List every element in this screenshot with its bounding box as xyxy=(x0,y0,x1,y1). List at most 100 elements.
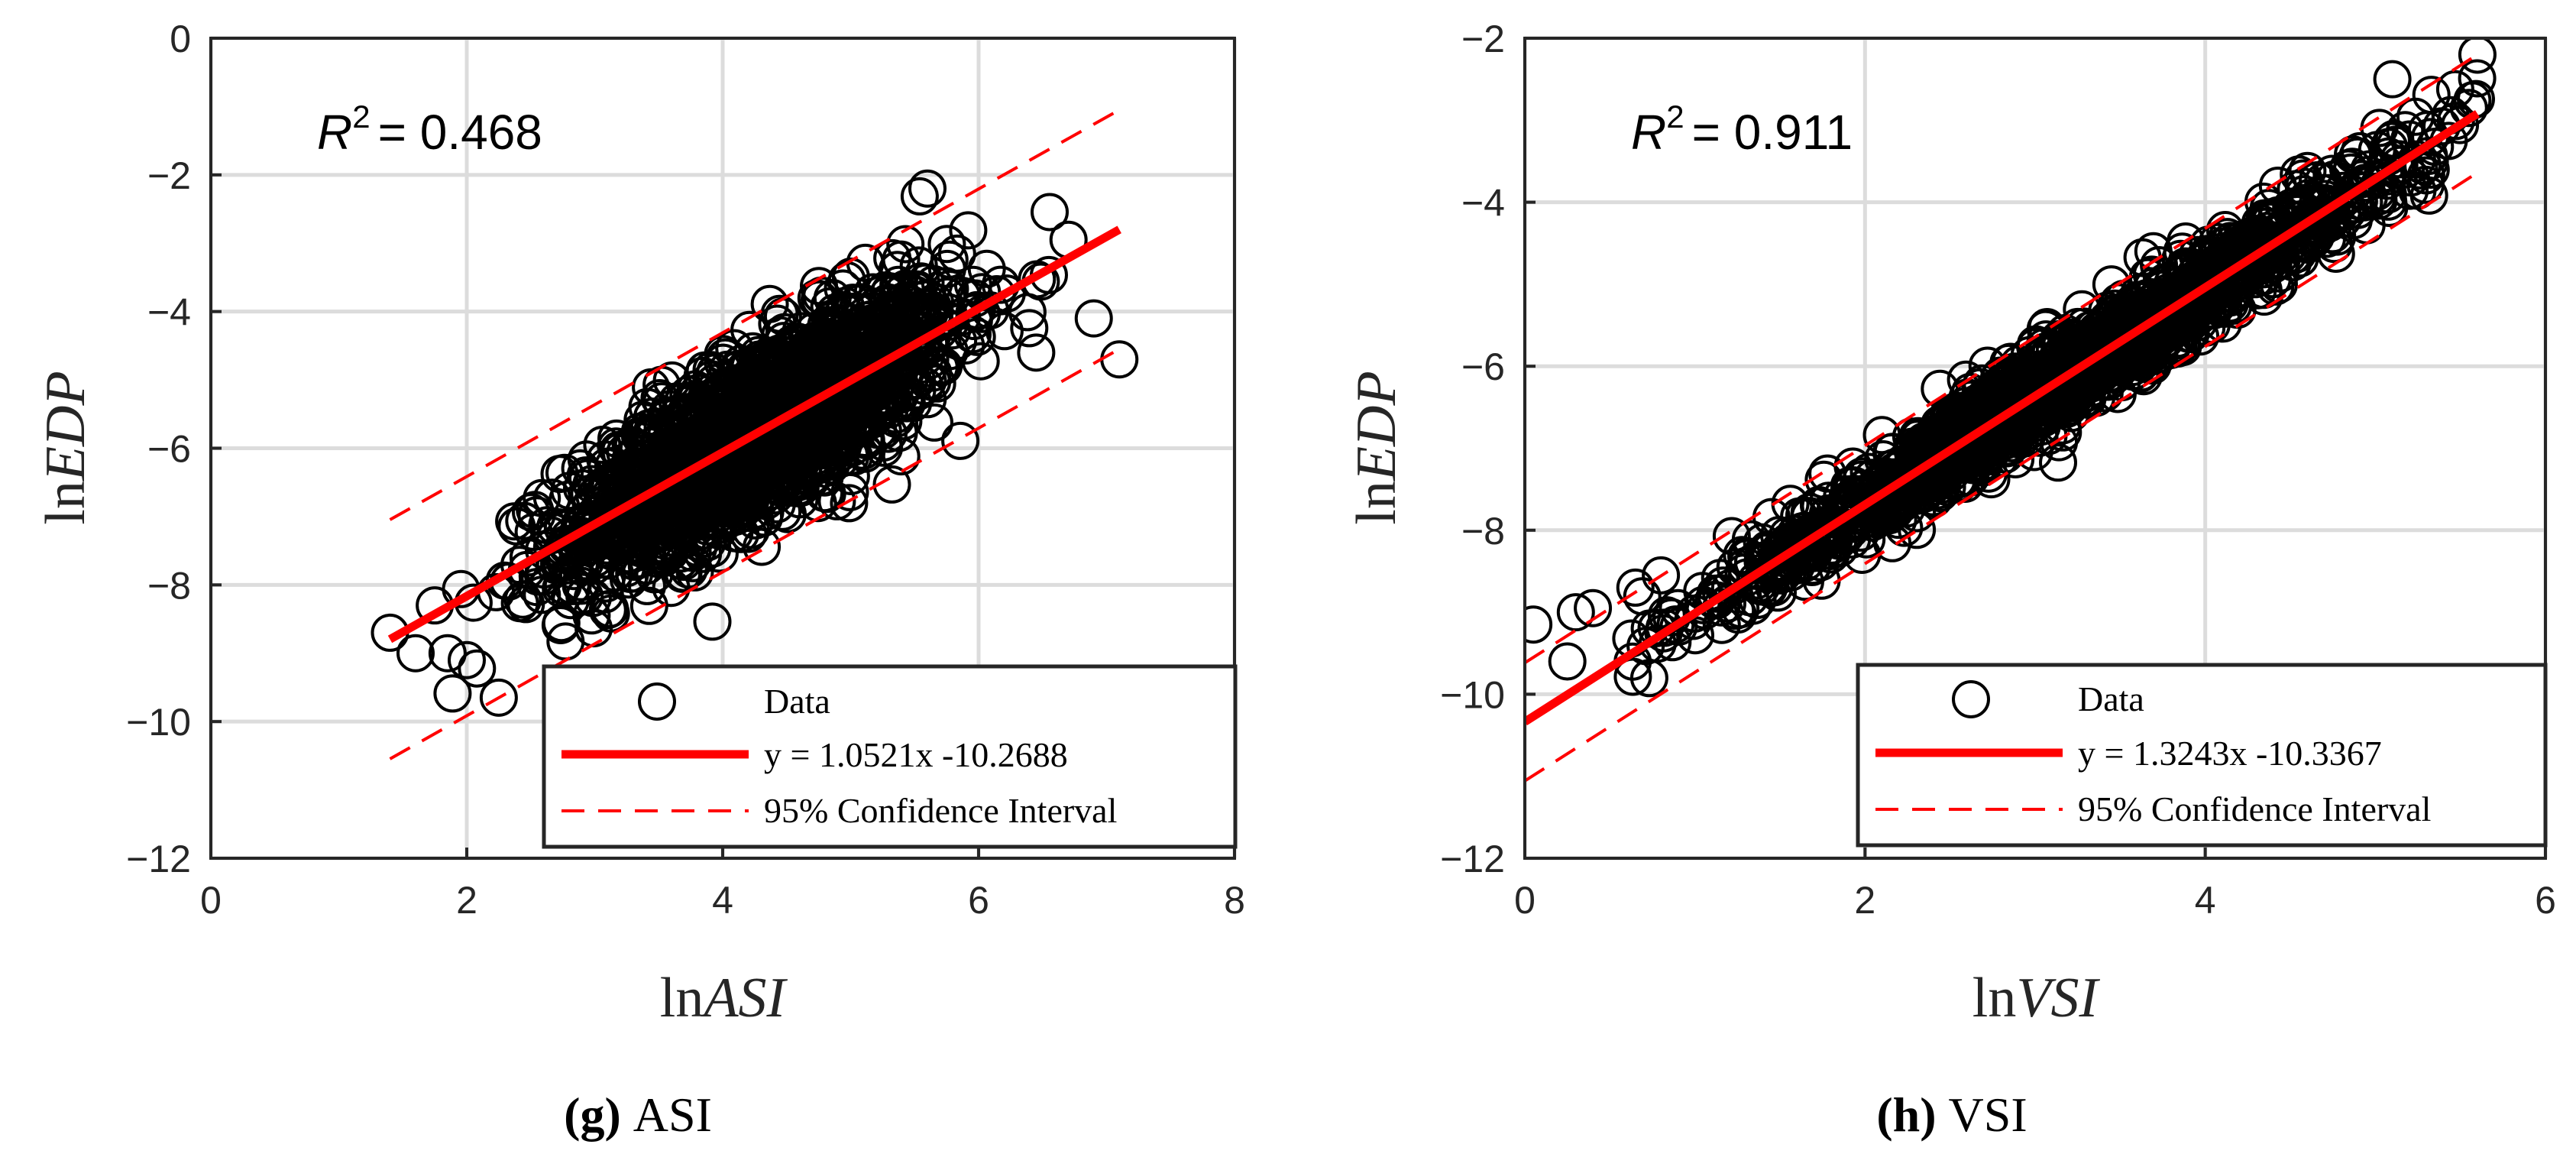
data-point xyxy=(1031,193,1069,232)
y-tick-label: −12 xyxy=(126,838,191,880)
data-point xyxy=(908,169,947,208)
data-point xyxy=(704,478,743,517)
data-point xyxy=(712,429,751,468)
data-point xyxy=(1853,484,1892,523)
chart-asi-xlabel: lnASI xyxy=(660,967,788,1029)
data-point xyxy=(523,478,561,517)
data-point xyxy=(615,554,654,593)
data-point xyxy=(1100,340,1139,379)
data-point xyxy=(568,459,607,498)
ci-lower-line xyxy=(389,348,1121,760)
data-point xyxy=(549,480,587,519)
legend-marker-data xyxy=(638,682,676,721)
data-point xyxy=(1931,406,1970,445)
data-point xyxy=(2449,89,2488,128)
y-tick-label: −4 xyxy=(147,291,191,334)
chart-vsi-xlabel: lnVSI xyxy=(1972,967,2101,1029)
x-tick-label: 4 xyxy=(712,879,733,922)
data-point xyxy=(1902,446,1941,485)
chart-asi: 0 2 4 6 8 −12 −10 −8 −6 −4 −2 0 R2 = 0.468 lnASI lnE… xyxy=(34,18,1245,1142)
x-tick-label: 0 xyxy=(200,879,222,922)
data-point xyxy=(1574,588,1613,627)
data-point xyxy=(2258,196,2297,235)
data-point xyxy=(2406,156,2445,195)
data-point xyxy=(552,581,591,620)
data-point xyxy=(448,640,486,679)
data-point xyxy=(693,529,732,568)
y-tick-label: −10 xyxy=(126,701,191,744)
data-point xyxy=(817,481,856,520)
data-point xyxy=(900,177,939,216)
regression-line xyxy=(1525,110,2480,726)
data-point xyxy=(610,560,648,599)
data-point xyxy=(861,389,900,428)
data-point xyxy=(517,496,556,535)
chart-vsi: 0 2 4 6 −12 −10 −8 −6 −4 −2 R2 = 0.911 lnVSI lnEDP… xyxy=(1345,18,2556,1142)
data-point xyxy=(573,579,612,618)
chart-vsi-plot-frame xyxy=(1523,37,2547,860)
y-tick-label: −2 xyxy=(1461,18,1505,60)
chart-vsi-caption: (h) VSI xyxy=(1876,1088,2027,1142)
data-point xyxy=(1017,333,1056,372)
x-tick-label: 2 xyxy=(456,879,477,922)
data-point xyxy=(820,439,859,478)
data-point xyxy=(877,384,916,423)
data-point xyxy=(2024,342,2063,381)
data-point xyxy=(882,437,921,476)
x-tick-label: 8 xyxy=(1224,879,1245,922)
data-point xyxy=(2338,137,2377,176)
data-point xyxy=(2280,155,2319,194)
data-point xyxy=(665,507,704,546)
data-point xyxy=(1980,439,2019,478)
data-point xyxy=(524,557,563,596)
legend-label-ci: 95% Confidence Interval xyxy=(764,791,1117,830)
data-point xyxy=(2115,336,2154,375)
data-point xyxy=(532,528,571,567)
data-point xyxy=(949,211,988,250)
data-point xyxy=(947,326,985,365)
data-point xyxy=(2021,397,2060,436)
data-point xyxy=(479,678,518,717)
y-tick-label: −8 xyxy=(147,564,191,607)
chart-asi-lines xyxy=(387,109,1121,760)
data-point xyxy=(1556,593,1595,632)
y-tick-label: −6 xyxy=(147,428,191,471)
data-point xyxy=(433,674,472,713)
data-point xyxy=(2358,131,2396,170)
data-point xyxy=(750,284,789,323)
data-point xyxy=(872,465,911,504)
x-tick-label: 4 xyxy=(2195,879,2216,922)
data-point xyxy=(1755,568,1794,607)
data-point xyxy=(852,300,891,339)
data-point xyxy=(911,340,950,379)
data-point xyxy=(768,352,807,391)
data-point xyxy=(987,274,1026,313)
data-point xyxy=(941,421,980,460)
data-point xyxy=(788,362,827,401)
data-point xyxy=(906,263,945,302)
data-point xyxy=(1869,469,1907,507)
chart-asi-legend: Data y = 1.0521x -10.2688 95% Confidence… xyxy=(542,664,1238,849)
data-point xyxy=(707,498,746,536)
x-tick-label: 2 xyxy=(1854,879,1875,922)
data-point xyxy=(1548,642,1587,681)
data-point xyxy=(910,293,949,332)
data-point xyxy=(669,450,708,489)
data-point xyxy=(1626,627,1665,666)
data-point xyxy=(735,377,774,416)
data-point xyxy=(2039,443,2077,482)
y-tick-label: −2 xyxy=(147,154,191,197)
y-tick-label: −12 xyxy=(1440,838,1505,880)
data-point xyxy=(798,484,837,523)
data-point xyxy=(715,329,754,368)
data-point xyxy=(604,521,642,559)
data-point xyxy=(545,453,584,492)
data-point xyxy=(634,515,673,554)
data-point xyxy=(2458,59,2497,98)
data-point xyxy=(396,634,435,673)
data-point xyxy=(2458,38,2497,74)
regression-line xyxy=(387,225,1121,643)
data-point xyxy=(927,249,966,288)
data-point xyxy=(1616,568,1655,607)
chart-vsi-ylabel: lnEDP xyxy=(1345,371,1408,524)
